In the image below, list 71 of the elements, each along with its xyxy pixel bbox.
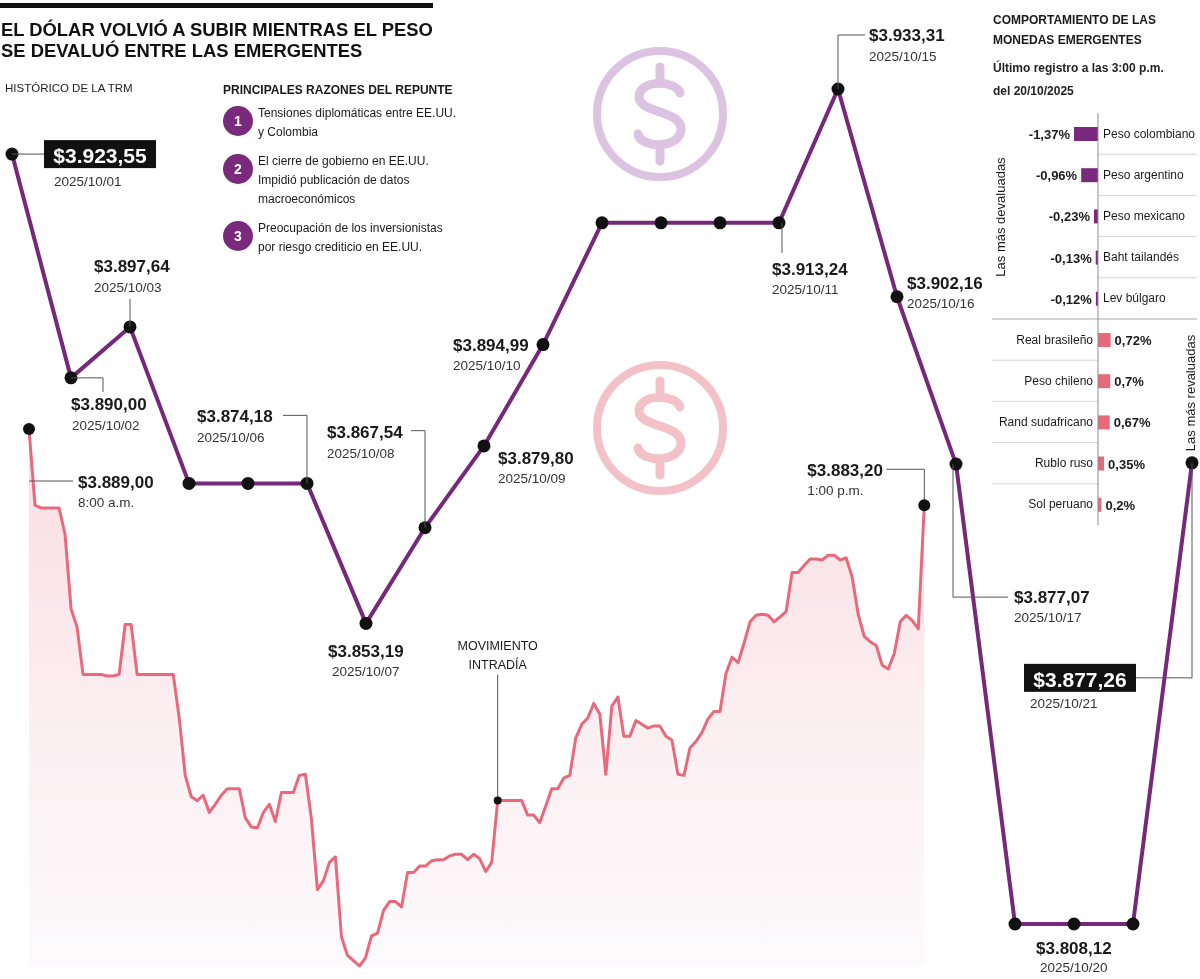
number-badge: 3 [223,221,253,251]
number-badge: 2 [223,154,253,184]
annotation: 1:00 p.m. [807,482,864,498]
annotation: Las más devaluadas [992,156,1008,277]
annotation: 2025/10/06 [197,429,265,445]
y-tick-label: Rublo ruso [1034,456,1094,471]
data-label: $3.902,16 [907,273,983,293]
y-tick-label: Lev búlgaro [1102,291,1167,306]
data-label: 0,72% [1114,332,1152,348]
annotation: 2025/10/21 [1030,695,1098,711]
annotation: 2025/10/03 [94,279,162,295]
annotation: El cierre de gobierno en EE.UU. Impidió publicación de datos macroeconómicos [258,153,430,208]
data-label: $3.897,64 [94,256,171,276]
data-label: -0,13% [1050,250,1093,266]
annotation: 2025/10/11 [772,281,839,297]
text: HISTÓRICO DE LA TRM [5,81,133,96]
data-label: $3.933,31 [869,25,945,45]
data-label: 0,7% [1114,373,1145,389]
y-tick-label: Peso mexicano [1102,209,1186,223]
number-badge: 1 [223,106,253,136]
data-label: $3.879,80 [498,448,574,468]
y-tick-label: Sol peruano [1028,497,1094,512]
annotation: 2025/10/08 [327,445,395,461]
chart-title: COMPORTAMIENTO DE LAS MONEDAS EMERGENTES [993,12,1157,49]
annotation: Las más revaluadas [1182,334,1198,452]
text: PRINCIPALES RAZONES DEL REPUNTE [223,82,454,98]
text: MOVIMIENTO INTRADÍA [457,638,539,672]
bar [1074,127,1098,141]
data-label: $3.867,54 [327,422,404,442]
data-label: -0,12% [1050,291,1093,307]
annotation: Preocupación de los inversionistas por riesgo crediticio en EE.UU. [258,220,444,256]
chart-title: EL DÓLAR VOLVIÓ A SUBIR MIENTRAS EL PESO SE DEVALUÓ ENTRE LAS EMERGENTES [1,19,434,61]
annotation: 2025/10/10 [453,357,521,373]
annotation: 2025/10/07 [332,663,400,679]
text: 2025/10/15 [869,48,937,64]
y-tick-label: Real brasileño [1016,332,1094,347]
data-label: -0,23% [1048,208,1091,224]
chart-subtitle: Último registro a las 3:00 p.m. del 20/10/2025 [993,59,1165,100]
annotation: 2025/10/09 [498,470,566,486]
bar [1081,168,1098,183]
y-tick-label: Peso chileno [1024,373,1094,388]
annotation: 2025/10/17 [1014,609,1082,625]
y-tick-label: Peso colombiano [1102,126,1196,141]
annotation: $3.883,20 [807,460,883,480]
data-label: $3.913,24 [772,259,849,279]
data-label: $3.808,12 [1036,938,1112,958]
annotation: 2025/10/16 [907,295,975,311]
annotation: Tensiones diplomáticas entre EE.UU. y Colombia [258,105,458,141]
data-label: -1,37% [1028,126,1071,142]
data-label: 0,2% [1105,497,1136,513]
data-label: $3.853,19 [328,641,404,661]
data-label: $3.874,18 [197,406,273,426]
annotation: 2025/10/02 [72,417,140,433]
data-label: -0,96% [1035,167,1078,183]
annotation: 8:00 a.m. [78,494,135,510]
annotation: $3.889,00 [78,472,154,492]
data-label: $3.877,26 [1033,667,1127,691]
y-tick-label: Peso argentino [1102,167,1185,182]
data-label: $3.877,07 [1014,587,1090,607]
data-label: $3.894,99 [453,335,529,355]
bar [1097,333,1111,347]
y-tick-label: Rand sudafricano [998,415,1094,429]
data-label: 0,35% [1108,456,1146,472]
bar [1097,415,1110,430]
data-label: 0,67% [1113,414,1152,430]
bar [1097,374,1111,389]
text: 2025/10/20 [1040,959,1108,975]
annotation: 2025/10/01 [54,173,122,189]
data-label: $3.923,55 [53,143,148,167]
data-label: $3.890,00 [71,394,147,414]
y-tick-label: Baht tailandés [1102,250,1180,265]
